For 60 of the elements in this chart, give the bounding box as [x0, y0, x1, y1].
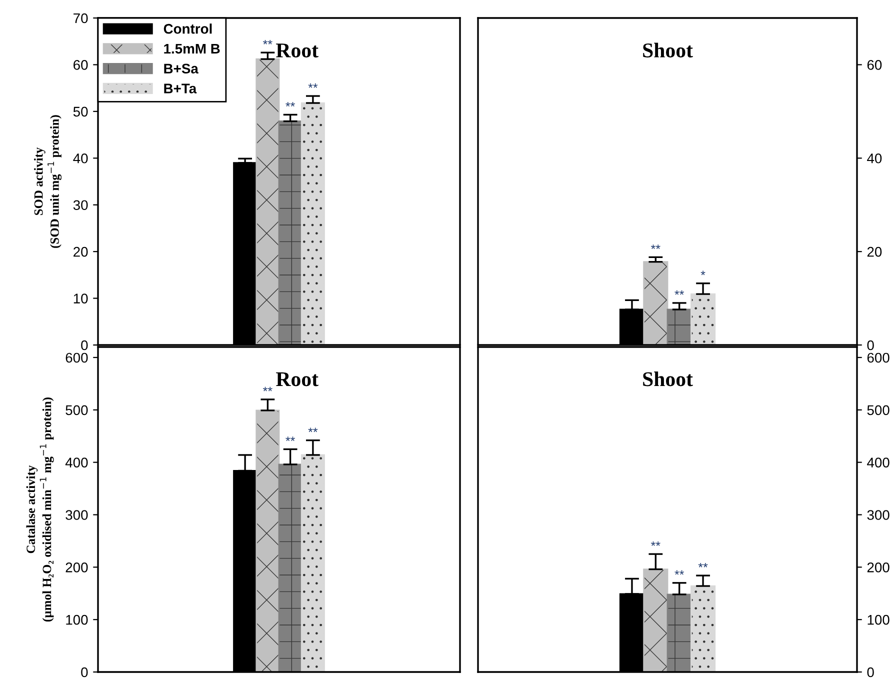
- data-label: **: [674, 570, 684, 575]
- data-label: **: [674, 290, 684, 295]
- data-label: **: [286, 102, 295, 107]
- y-tick-label: 600: [66, 352, 88, 363]
- legend-label: 1.5mM B: [164, 44, 220, 54]
- y-tick-label: 0: [867, 340, 874, 350]
- data-label: **: [263, 40, 272, 44]
- y-tick-label: 500: [66, 405, 88, 416]
- y-tick-label: 0: [867, 667, 874, 678]
- y-tick-label: 0: [81, 340, 88, 350]
- data-label: **: [308, 83, 318, 88]
- data-label: **: [650, 244, 660, 249]
- data-label: *: [700, 270, 706, 276]
- data-label: **: [286, 436, 295, 442]
- data-label: **: [308, 428, 318, 432]
- data-label: **: [698, 562, 708, 568]
- y-tick-label: 60: [867, 60, 882, 70]
- y-tick-label: 200: [867, 562, 890, 572]
- bar: [278, 120, 302, 345]
- y-tick-label: 40: [867, 153, 882, 164]
- y-axis-title: SOD activity (SOD unit mg$^{−1}$ protein): [34, 115, 62, 248]
- y-tick-label: 100: [66, 614, 88, 625]
- legend-label: B+Sa: [164, 64, 198, 74]
- data-label: **: [263, 386, 272, 392]
- y-tick-label: 40: [73, 153, 88, 164]
- bar: [256, 58, 280, 345]
- y-tick-label: 20: [867, 246, 882, 257]
- y-tick-label: 50: [73, 106, 88, 117]
- bar: [643, 568, 668, 672]
- y-axis-title: Catalase activity (µmol H₂O₂ oxidised min$^{−1}$ mg$^{−1}$ protein): [26, 398, 54, 622]
- y-tick-label: 0: [81, 667, 88, 678]
- y-tick-label: 300: [66, 510, 88, 520]
- bar: [666, 594, 692, 672]
- y-tick-label: 200: [66, 562, 88, 572]
- y-tick-label: 500: [867, 405, 890, 416]
- bar: [300, 454, 325, 672]
- text: Shoot: [643, 372, 693, 386]
- text: Shoot: [643, 42, 693, 58]
- y-tick-label: 20: [74, 246, 88, 257]
- bar: [278, 464, 302, 672]
- text: Root: [276, 44, 318, 58]
- y-tick-label: 30: [73, 200, 88, 210]
- legend-label: Control: [164, 24, 212, 34]
- bar: [643, 261, 668, 345]
- bar: [666, 308, 692, 345]
- data-label: **: [650, 541, 660, 546]
- y-tick-label: 70: [74, 13, 88, 24]
- text: Root: [276, 372, 318, 386]
- bar: [690, 293, 716, 345]
- bar: [256, 410, 280, 672]
- bar: [300, 102, 325, 345]
- y-tick-label: 10: [74, 294, 88, 304]
- y-tick-label: 400: [65, 458, 88, 468]
- y-tick-label: 100: [868, 614, 890, 625]
- y-tick-label: 400: [867, 458, 890, 468]
- legend-label: B+Ta: [164, 84, 197, 94]
- y-tick-label: 60: [74, 60, 88, 70]
- y-tick-label: 300: [867, 510, 890, 520]
- y-tick-label: 600: [867, 352, 890, 363]
- bar: [690, 585, 716, 672]
